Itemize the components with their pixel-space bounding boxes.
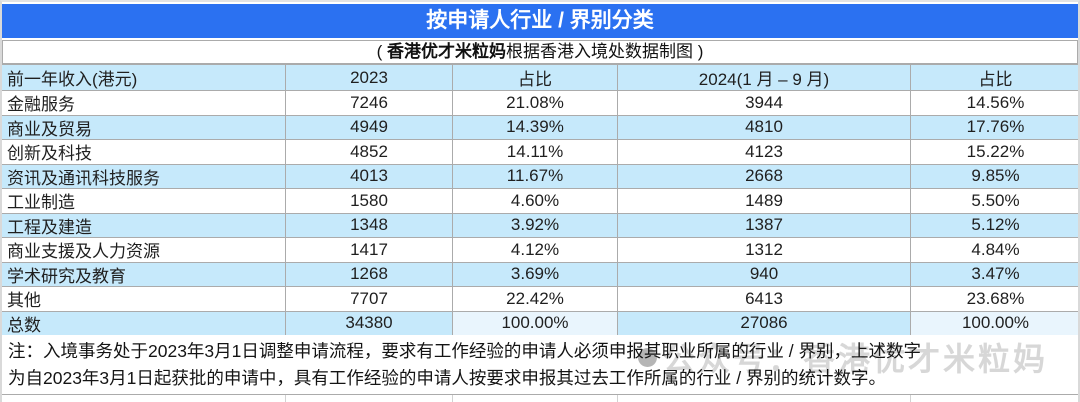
partial-cell xyxy=(286,395,453,402)
cell-value: 2668 xyxy=(618,164,911,189)
partial-cell xyxy=(1,395,286,402)
total-row-label: 总数 xyxy=(1,311,286,336)
subtitle-author: 香港优才米粒妈 xyxy=(387,42,506,61)
footnote: 注：入境事务处于2023年3月1日调整申请流程，要求有工作经验的申请人必须申报其… xyxy=(0,335,1080,395)
partial-row xyxy=(0,395,1080,402)
cell-value: 4.60% xyxy=(453,189,618,214)
cell-value: 1312 xyxy=(618,238,911,263)
cell-value: 3.92% xyxy=(453,213,618,238)
total-cell-value: 27086 xyxy=(618,311,911,336)
partial-cell xyxy=(618,395,911,402)
cell-value: 6413 xyxy=(618,287,911,312)
cell-value: 4.12% xyxy=(453,238,618,263)
cell-value: 4810 xyxy=(618,115,911,140)
row-label: 其他 xyxy=(1,287,286,312)
cell-value: 1417 xyxy=(286,238,453,263)
cell-value: 1387 xyxy=(618,213,911,238)
cell-value: 940 xyxy=(618,262,911,287)
cell-value: 1580 xyxy=(286,189,453,214)
partial-cell xyxy=(453,395,618,402)
row-label: 工业制造 xyxy=(1,189,286,214)
column-header: 前一年收入(港元) xyxy=(1,65,286,91)
title-bar: 按申请人行业 / 界别分类 xyxy=(2,4,1078,38)
footnote-line-2: 为自2023年3月1日起获批的申请中，具有工作经验的申请人按要求申报其过去工作所… xyxy=(8,368,886,388)
cell-value: 4013 xyxy=(286,164,453,189)
column-header: 2023 xyxy=(286,65,453,91)
partial-cell xyxy=(911,395,1080,402)
cell-value: 3.47% xyxy=(911,262,1080,287)
row-label: 金融服务 xyxy=(1,91,286,116)
cell-value: 4123 xyxy=(618,140,911,165)
total-cell-value: 34380 xyxy=(286,311,453,336)
cell-value: 11.67% xyxy=(453,164,618,189)
total-cell-value: 100.00% xyxy=(453,311,618,336)
subtitle-rest: 根据香港入境处数据制图 ) xyxy=(506,42,704,61)
row-label: 商业及贸易 xyxy=(1,115,286,140)
cell-value: 4852 xyxy=(286,140,453,165)
cell-value: 1268 xyxy=(286,262,453,287)
cell-value: 5.50% xyxy=(911,189,1080,214)
row-label: 学术研究及教育 xyxy=(1,262,286,287)
cell-value: 21.08% xyxy=(453,91,618,116)
cell-value: 17.76% xyxy=(911,115,1080,140)
cell-value: 23.68% xyxy=(911,287,1080,312)
cell-value: 4.84% xyxy=(911,238,1080,263)
data-table: 前一年收入(港元) 2023 占比 2024(1 月 – 9 月) 占比 金融服… xyxy=(0,64,1080,336)
cell-value: 3944 xyxy=(618,91,911,116)
column-header: 占比 xyxy=(453,65,618,91)
cell-value: 14.56% xyxy=(911,91,1080,116)
row-label: 商业支援及人力资源 xyxy=(1,238,286,263)
subtitle-open: ( xyxy=(376,42,387,61)
cell-value: 9.85% xyxy=(911,164,1080,189)
row-label: 资讯及通讯科技服务 xyxy=(1,164,286,189)
column-header: 占比 xyxy=(911,65,1080,91)
cell-value: 7246 xyxy=(286,91,453,116)
cell-value: 14.39% xyxy=(453,115,618,140)
cell-value: 15.22% xyxy=(911,140,1080,165)
subtitle: ( 香港优才米粒妈根据香港入境处数据制图 ) xyxy=(2,40,1078,64)
cell-value: 1489 xyxy=(618,189,911,214)
cell-value: 5.12% xyxy=(911,213,1080,238)
cell-value: 4949 xyxy=(286,115,453,140)
cell-value: 7707 xyxy=(286,287,453,312)
cell-value: 1348 xyxy=(286,213,453,238)
total-cell-value: 100.00% xyxy=(911,311,1080,336)
page-title: 按申请人行业 / 界别分类 xyxy=(426,9,654,32)
footnote-line-1: 注：入境事务处于2023年3月1日调整申请流程，要求有工作经验的申请人必须申报其… xyxy=(8,341,921,361)
row-label: 工程及建造 xyxy=(1,213,286,238)
column-header: 2024(1 月 – 9 月) xyxy=(618,65,911,91)
cell-value: 3.69% xyxy=(453,262,618,287)
cell-value: 22.42% xyxy=(453,287,618,312)
cell-value: 14.11% xyxy=(453,140,618,165)
row-label: 创新及科技 xyxy=(1,140,286,165)
